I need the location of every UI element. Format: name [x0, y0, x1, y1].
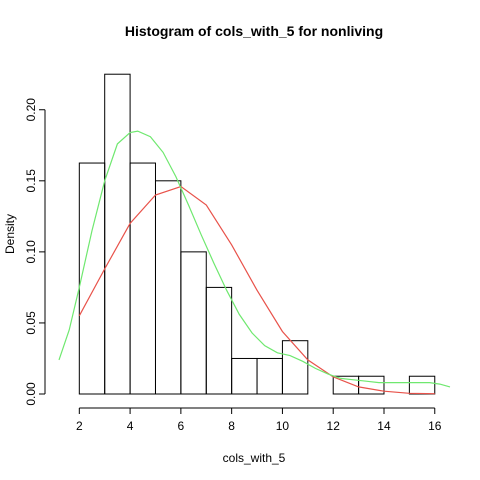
x-tick-label-5: 12	[327, 419, 341, 433]
y-tick-label-0: 0.00	[24, 382, 38, 406]
x-tick-label-7: 16	[428, 419, 442, 433]
x-axis-label: cols_with_5	[223, 451, 286, 465]
x-tick-label-1: 4	[127, 419, 134, 433]
histogram-bar-7	[256, 357, 283, 395]
density-curves	[58, 130, 451, 395]
histogram-bar-11	[358, 375, 385, 395]
chart-title: Histogram of cols_with_5 for nonliving	[125, 23, 383, 39]
y-tick-label-4: 0.20	[24, 98, 38, 122]
x-axis: 2 4 6 8 10 12 14 16	[76, 407, 442, 433]
y-tick-label-3: 0.15	[24, 169, 38, 193]
histogram-bar-13	[408, 375, 436, 395]
histogram-bar-6	[231, 357, 258, 395]
x-tick-label-2: 6	[178, 419, 185, 433]
histogram-bar-1	[104, 73, 131, 395]
y-axis-label: Density	[3, 214, 17, 254]
x-tick-label-3: 8	[228, 419, 235, 433]
x-tick-label-4: 10	[276, 419, 290, 433]
y-tick-label-2: 0.10	[24, 240, 38, 264]
histogram-bar-4	[180, 251, 207, 395]
x-tick-label-6: 14	[377, 419, 391, 433]
histogram-bar-2	[129, 162, 156, 395]
histogram-bar-8	[281, 340, 309, 395]
density-curve-1	[58, 130, 451, 388]
density-curve-0	[78, 185, 435, 395]
y-tick-label-1: 0.05	[24, 311, 38, 335]
histogram-bar-3	[154, 180, 182, 395]
histogram-bars	[78, 73, 436, 395]
x-tick-label-0: 2	[76, 419, 83, 433]
y-axis: 0.00 0.05 0.10 0.15 0.20	[24, 98, 46, 406]
histogram-bar-5	[205, 286, 233, 395]
